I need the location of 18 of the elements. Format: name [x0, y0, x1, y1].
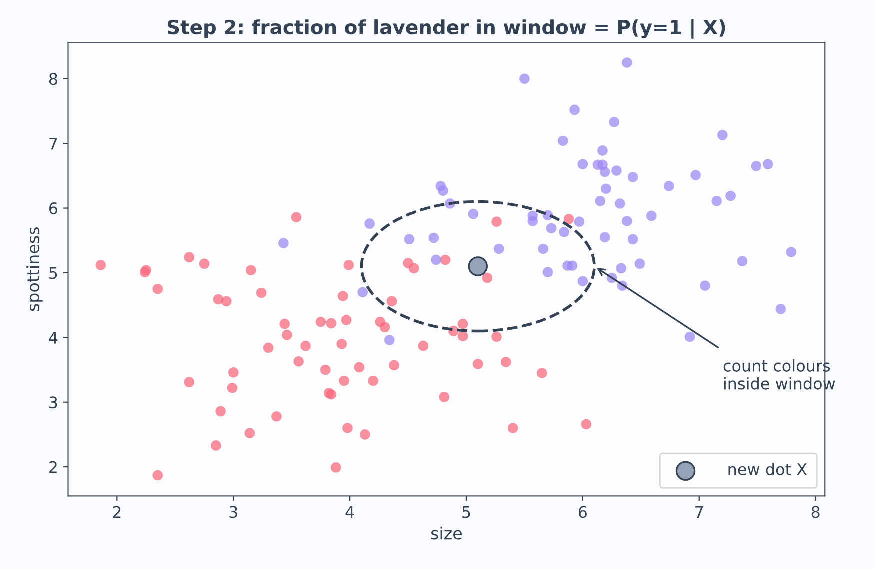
x-tick-label: 7: [696, 506, 704, 518]
y-tick-label: 4: [49, 332, 58, 344]
x-tick-label: 3: [230, 506, 238, 518]
chart-title: Step 2: fraction of lavender in window = P(y=1 | X): [168, 19, 726, 39]
y-tick-label: 3: [50, 396, 58, 409]
x-tick-label: 4: [346, 506, 354, 518]
y-tick-label: 2: [50, 461, 57, 474]
x-tick-label: 2: [113, 506, 121, 518]
y-tick-label: 5: [50, 267, 58, 280]
x-tick-label: 8: [812, 506, 820, 518]
x-axis-title: size: [431, 526, 462, 540]
legend-label: new dot X: [728, 463, 808, 476]
y-tick-label: 7: [50, 138, 58, 150]
y-tick-label: 8: [49, 73, 58, 86]
y-axis-title: spottiness: [26, 228, 43, 312]
y-tick-label: 6: [49, 202, 58, 215]
x-tick-label: 6: [578, 506, 587, 518]
x-tick-label: 5: [462, 506, 470, 518]
